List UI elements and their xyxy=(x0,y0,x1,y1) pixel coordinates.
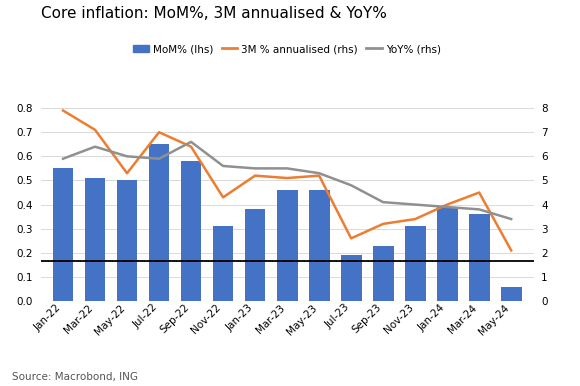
YoY% (rhs) xyxy=(380,200,387,205)
YoY% (rhs) xyxy=(124,154,130,159)
Bar xyxy=(180,161,201,301)
Legend: MoM% (lhs), 3M % annualised (rhs), YoY% (rhs): MoM% (lhs), 3M % annualised (rhs), YoY% … xyxy=(129,40,445,58)
Bar xyxy=(373,245,394,301)
Bar xyxy=(277,190,298,301)
YoY% (rhs) xyxy=(252,166,259,171)
3M % annualised (rhs) xyxy=(284,176,291,180)
Line: 3M % annualised (rhs): 3M % annualised (rhs) xyxy=(63,110,511,251)
3M % annualised (rhs) xyxy=(412,217,419,222)
YoY% (rhs) xyxy=(444,205,451,209)
3M % annualised (rhs) xyxy=(347,236,354,241)
YoY% (rhs) xyxy=(60,156,67,161)
3M % annualised (rhs) xyxy=(508,248,514,253)
Bar xyxy=(309,190,329,301)
Text: Source: Macrobond, ING: Source: Macrobond, ING xyxy=(12,372,137,382)
Text: Core inflation: MoM%, 3M annualised & YoY%: Core inflation: MoM%, 3M annualised & Yo… xyxy=(41,6,386,21)
3M % annualised (rhs) xyxy=(60,108,67,113)
YoY% (rhs) xyxy=(92,144,99,149)
YoY% (rhs) xyxy=(508,217,514,222)
3M % annualised (rhs) xyxy=(380,222,387,226)
3M % annualised (rhs) xyxy=(220,195,227,200)
3M % annualised (rhs) xyxy=(124,171,130,176)
Bar xyxy=(437,207,458,301)
Bar xyxy=(469,214,490,301)
Bar xyxy=(117,180,137,301)
Bar xyxy=(85,178,106,301)
3M % annualised (rhs) xyxy=(444,202,451,207)
Bar xyxy=(148,144,169,301)
Bar xyxy=(213,226,234,301)
YoY% (rhs) xyxy=(412,202,419,207)
3M % annualised (rhs) xyxy=(187,144,194,149)
3M % annualised (rhs) xyxy=(476,190,483,195)
YoY% (rhs) xyxy=(476,207,483,212)
Line: YoY% (rhs): YoY% (rhs) xyxy=(63,142,511,219)
3M % annualised (rhs) xyxy=(316,173,322,178)
Bar xyxy=(53,168,74,301)
Bar xyxy=(501,286,521,301)
3M % annualised (rhs) xyxy=(155,130,162,134)
Bar xyxy=(245,209,266,301)
YoY% (rhs) xyxy=(155,156,162,161)
YoY% (rhs) xyxy=(347,183,354,188)
YoY% (rhs) xyxy=(220,164,227,168)
Bar xyxy=(340,255,361,301)
3M % annualised (rhs) xyxy=(92,127,99,132)
YoY% (rhs) xyxy=(187,139,194,144)
YoY% (rhs) xyxy=(284,166,291,171)
YoY% (rhs) xyxy=(316,171,322,176)
3M % annualised (rhs) xyxy=(252,173,259,178)
Bar xyxy=(405,226,426,301)
